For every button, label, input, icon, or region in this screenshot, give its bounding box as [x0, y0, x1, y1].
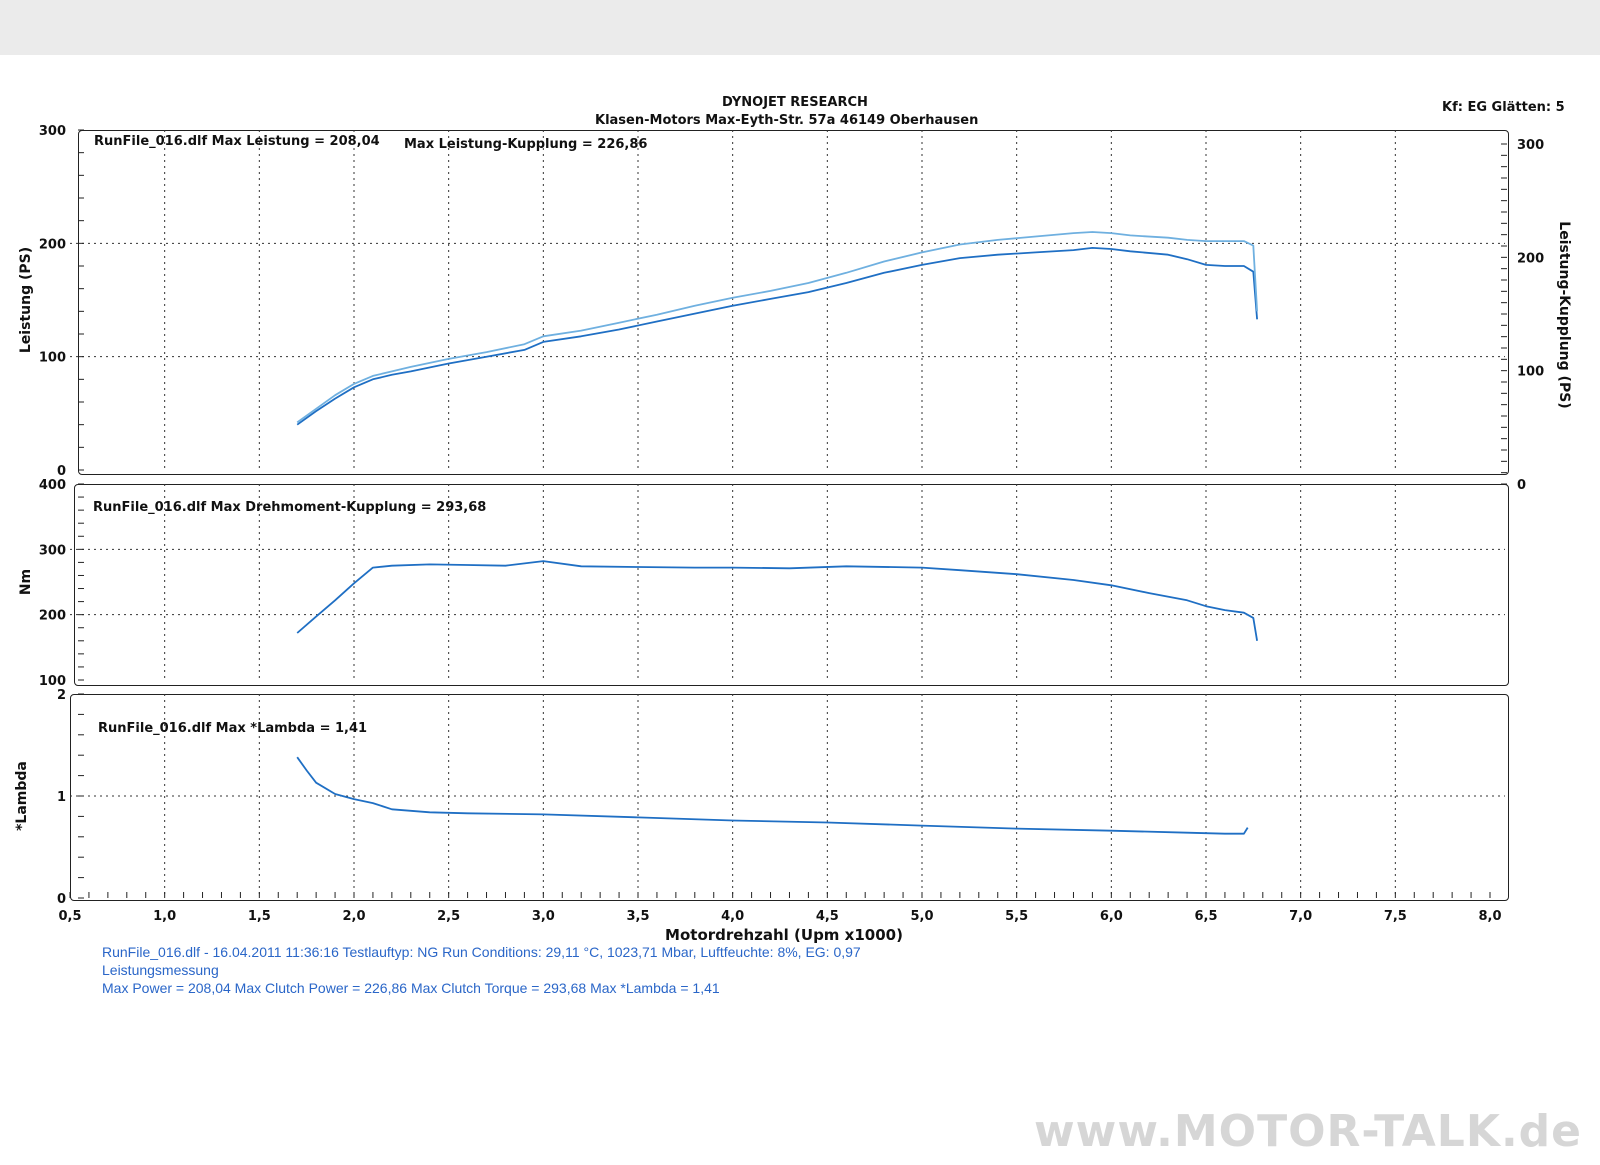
dyno-sheet	[0, 55, 1600, 1165]
y-tick-label: 0	[57, 464, 66, 479]
y-right-tick-label: 200	[1517, 251, 1544, 266]
x-tick-label: 3,5	[626, 909, 649, 924]
y-tick-label: 300	[39, 124, 66, 139]
x-tick-label: 1,5	[248, 909, 271, 924]
y-axis-label: *Lambda	[14, 761, 30, 831]
panel-annotation: RunFile_016.dlf Max Drehmoment-Kupplung …	[93, 500, 486, 515]
x-tick-label: 5,0	[910, 909, 933, 924]
y-tick-label: 200	[39, 609, 66, 624]
y-right-axis-label: Leistung-Kupplung (PS)	[1556, 221, 1572, 408]
x-tick-label: 2,0	[342, 909, 365, 924]
x-tick-label: 1,0	[153, 909, 176, 924]
x-tick-label: 6,5	[1194, 909, 1217, 924]
series-line-1	[296, 246, 1258, 426]
y-tick-label: 300	[39, 543, 66, 558]
y-tick-label: 200	[39, 237, 66, 252]
y-right-tick-label: 0	[1517, 478, 1526, 493]
y-axis-label: Nm	[18, 569, 34, 595]
y-tick-label: 100	[39, 351, 66, 366]
x-tick-label: 2,5	[437, 909, 460, 924]
scan-background	[0, 0, 1600, 55]
y-tick-label: 0	[57, 892, 66, 907]
panel-annotation-2: Max Leistung-Kupplung = 226,86	[404, 137, 647, 152]
panel-annotation: RunFile_016.dlf Max *Lambda = 1,41	[98, 721, 367, 736]
x-tick-label: 7,5	[1384, 909, 1407, 924]
x-tick-label: 3,0	[532, 909, 555, 924]
power-panel-frame	[78, 130, 1509, 475]
x-axis-label: Motordrehzahl (Upm x1000)	[665, 926, 903, 944]
watermark: www.MOTOR-TALK.de	[1034, 1106, 1582, 1157]
y-tick-label: 1	[57, 790, 66, 805]
run-info-line: RunFile_016.dlf - 16.04.2011 11:36:16 Te…	[102, 944, 861, 960]
y-tick-label: 2	[57, 688, 66, 703]
torque-panel: 100 200 300 400 Nm RunFile_016.dlf Max Drehmo…	[18, 478, 1505, 689]
lambda-panel-frame	[70, 694, 1509, 901]
report-title: DYNOJET RESEARCH	[722, 95, 868, 110]
y-right-tick-label: 100	[1517, 365, 1544, 380]
y-tick-label: 400	[39, 478, 66, 493]
x-tick-label: 0,5	[58, 909, 81, 924]
y-right-tick-label: 300	[1517, 138, 1544, 153]
series-line-1	[296, 560, 1258, 641]
settings-label: Kf: EG Glätten: 5	[1442, 100, 1565, 115]
torque-panel-frame	[74, 484, 1509, 686]
series-line-2	[296, 231, 1258, 424]
x-tick-label: 6,0	[1100, 909, 1123, 924]
x-tick-label: 5,5	[1005, 909, 1028, 924]
x-tick-label: 4,0	[721, 909, 744, 924]
y-tick-label: 100	[39, 674, 66, 689]
max-values-line: Max Power = 208,04 Max Clutch Power = 22…	[102, 980, 720, 996]
series-line-1	[296, 756, 1249, 835]
measurement-type: Leistungsmessung	[102, 962, 219, 978]
y-axis-label: Leistung (PS)	[18, 247, 34, 353]
x-tick-label: 8,0	[1478, 909, 1501, 924]
x-tick-label: 4,5	[816, 909, 839, 924]
x-tick-label: 7,0	[1289, 909, 1312, 924]
shop-address: Klasen-Motors Max-Eyth-Str. 57a 46149 Ob…	[595, 113, 979, 128]
panel-annotation: RunFile_016.dlf Max Leistung = 208,04	[94, 134, 380, 149]
x-axis: 0,5 1,0 1,5 2,0 2,5 3,0 3,5 4,0 4,5 5,0 5,5 6,0 6,5 7…	[58, 892, 1502, 944]
lambda-panel: 0 1 2 *Lambda RunFile_016.dlf Max *Lambda = …	[14, 688, 1505, 907]
power-panel: 0 100 200 300 Leistung (PS) 0 100 200 300 Leistun…	[18, 124, 1572, 493]
